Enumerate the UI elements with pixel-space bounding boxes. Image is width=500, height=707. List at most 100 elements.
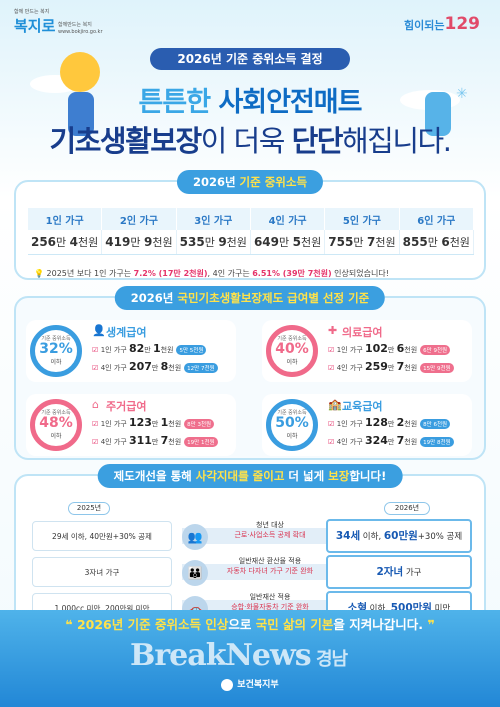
slogan-emphasis: 기준 중위소득 인상 (127, 617, 229, 632)
reform-change: 승합·화물자동차 기준 완화 (231, 603, 309, 611)
benefit-line-2: ☑ 4인 가구 259만 7천원 15만 9천원 (328, 360, 454, 373)
median-income-section: 2026년 기준 중위소득 1인 가구 2인 가구 3인 가구 4인 가구 5인… (14, 170, 486, 280)
section-title: 제도개선을 통해 사각지대를 줄이고 더 넓게 보장합니다! (97, 464, 403, 488)
column-header: 3인 가구 (176, 208, 251, 230)
reform-section: 제도개선을 통해 사각지대를 줄이고 더 넓게 보장합니다! 2025년 202… (14, 464, 486, 626)
check-icon: ☑ (92, 346, 101, 354)
section-title-part: 더 넓게 (284, 469, 329, 483)
reform-target: 청년 대상 (256, 521, 284, 529)
benefit-card: 기준 중위소득 50% 이하 🏫 교육급여 ☑ 1인 가구 128만 2천원 8만 6천원 ☑… (262, 394, 472, 456)
table-cell: 256만 4천원 (28, 230, 103, 255)
benefit-line-2: ☑ 4인 가구 311만 7천원 19만 1천원 (92, 434, 218, 447)
table-cell: 755만 7천원 (324, 230, 400, 255)
criteria-circle: 기준 중위소득 48% 이하 (30, 399, 82, 451)
check-icon: ☑ (92, 364, 101, 372)
check-icon: ☑ (92, 420, 101, 428)
benefit-line-1: ☑ 1인 가구 123만 1천원 8만 3천원 (92, 416, 215, 429)
footer-band (0, 610, 500, 707)
house-icon: ⌂ (92, 398, 99, 411)
reform-target: 일반재산 적용 (249, 593, 291, 601)
old-criteria: 3자녀 가구 (32, 557, 172, 587)
headline-line2: 기초생활보장이 더욱 단단해집니다. (0, 118, 500, 160)
benefit-criteria-section: 2026년 국민기초생활보장제도 급여별 선정 기준 기준 중위소득 32% 이하 👤… (14, 286, 486, 460)
reform-description: 일반재산 환산율 적용 자동차 다자녀 가구 기준 완화 (210, 556, 330, 576)
criteria-below: 이하 (286, 433, 298, 440)
section-title-emphasis: 기준 중위소득 (239, 175, 308, 189)
criteria-circle: 기준 중위소득 50% 이하 (266, 399, 318, 451)
section-title-emphasis: 보장 (328, 469, 350, 483)
child-figure-icon (425, 92, 451, 136)
slogan-part: 을 지켜나갑니다. (333, 617, 424, 632)
column-header: 4인 가구 (250, 208, 326, 230)
quote-icon: ❞ (423, 617, 435, 632)
increase-badge: 8만 6천원 (420, 419, 451, 429)
umbrella-icon (60, 52, 100, 92)
benefit-line-2: ☑ 4인 가구 324만 7천원 19만 8천원 (328, 434, 454, 447)
table-cell: 535만 9천원 (176, 230, 251, 255)
increase-badge: 19만 1천원 (184, 437, 218, 447)
child-figure-icon (68, 92, 94, 136)
benefit-card: 기준 중위소득 48% 이하 ⌂ 주거급여 ☑ 1인 가구 123만 1천원 8만 3천원 ☑… (26, 394, 236, 456)
logo-url: www.bokjiro.go.kr (58, 29, 103, 35)
slogan-part: 으로 (228, 617, 256, 632)
section-title: 2026년 국민기초생활보장제도 급여별 선정 기준 (114, 286, 386, 310)
logo-small-text: 함께 만드는 복지 (14, 9, 50, 15)
benefit-line-1: ☑ 1인 가구 128만 2천원 8만 6천원 (328, 416, 451, 429)
old-criteria: 29세 이하, 40만원+30% 공제 (32, 521, 172, 551)
criteria-below: 이하 (50, 359, 62, 366)
school-icon: 🏫 (328, 398, 342, 411)
table-row: 256만 4천원 419만 9천원 535만 9천원 649만 5천원 755만… (28, 230, 475, 255)
increase-badge: 15만 9천원 (420, 363, 454, 373)
increase-badge: 19만 8천원 (420, 437, 454, 447)
table-header-row: 1인 가구 2인 가구 3인 가구 4인 가구 5인 가구 6인 가구 (28, 208, 475, 230)
benefit-card: 기준 중위소득 32% 이하 👤 생계급여 ☑ 1인 가구 82만 1천원 5만 5천원 ☑ … (26, 320, 236, 382)
check-icon: ☑ (328, 420, 337, 428)
note-part: 2025년 보다 1인 가구는 (46, 269, 134, 278)
benefit-name: 주거급여 (106, 400, 147, 413)
reform-illustration-icon: 👪 (182, 560, 208, 586)
increase-badge: 8만 3천원 (184, 419, 215, 429)
logo-tagline: 함께만드는 복지 (58, 22, 92, 28)
reform-change: 근로·사업소득 공제 확대 (234, 531, 306, 539)
arrow-band (182, 528, 332, 544)
check-icon: ☑ (92, 438, 101, 446)
check-icon: ☑ (328, 438, 337, 446)
slogan-emphasis: 국민 삶의 기본 (255, 617, 334, 632)
headline-part: 이 더욱 (200, 124, 292, 158)
table-cell: 855만 6천원 (399, 230, 475, 255)
increase-badge: 12만 7천원 (184, 363, 218, 373)
increase-badge: 5만 5천원 (176, 345, 207, 355)
benefit-name: 의료급여 (342, 326, 383, 339)
benefit-line-1: ☑ 1인 가구 82만 1천원 5만 5천원 (92, 342, 207, 355)
benefit-line-1: ☑ 1인 가구 102만 6천원 6만 9천원 (328, 342, 451, 355)
benefit-card: 기준 중위소득 40% 이하 ✚ 의료급여 ☑ 1인 가구 102만 6천원 6만 9천원 ☑… (262, 320, 472, 382)
criteria-below: 이하 (50, 433, 62, 440)
ministry-name: 보건복지부 (237, 680, 279, 690)
logo-right-number: 129 (444, 14, 481, 34)
column-header: 2인 가구 (101, 208, 177, 230)
benefit-name: 교육급여 (342, 400, 383, 413)
arrow-band (182, 564, 332, 580)
year-2025-label: 2025년 (68, 502, 110, 515)
year-2026-label: 2026년 (384, 502, 430, 515)
section-title-emphasis: 사각지대를 줄이고 (195, 469, 285, 483)
column-header: 1인 가구 (28, 208, 103, 230)
section-title-part: 합니다! (349, 469, 387, 483)
reform-row: 3자녀 가구 👪 일반재산 환산율 적용 자동차 다자녀 가구 기준 완화 2자녀 가구 (32, 554, 472, 590)
headline-part: 해집니다. (342, 124, 452, 158)
criteria-percent: 32% (39, 341, 73, 357)
logo-brand: 복지로 (14, 17, 56, 35)
note-part: , 4인 가구는 (207, 269, 253, 278)
table-cell: 419만 9천원 (101, 230, 177, 255)
reform-change: 자동차 다자녀 가구 기준 완화 (226, 567, 314, 575)
header: 함께 만드는 복지 복지로 함께만드는 복지 www.bokjiro.go.kr… (0, 0, 500, 160)
headline-part: 튼튼한 (138, 87, 219, 118)
headline-line1: 튼튼한 사회안전매트 (0, 80, 500, 119)
criteria-label: 기준 중위소득 (277, 336, 307, 342)
reform-illustration-icon: 👥 (182, 524, 208, 550)
benefit-line-2: ☑ 4인 가구 207만 8천원 12만 7천원 (92, 360, 218, 373)
medical-icon: ✚ (328, 324, 338, 337)
benefit-name: 생계급여 (106, 326, 147, 339)
increase-badge: 6만 9천원 (420, 345, 451, 355)
